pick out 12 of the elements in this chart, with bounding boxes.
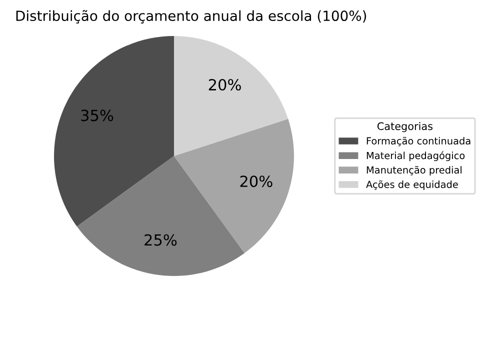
pie-slice: [174, 36, 288, 156]
legend-label: Manutenção predial: [366, 166, 462, 176]
data-label: 20%: [240, 176, 272, 188]
data-label: 35%: [81, 110, 114, 122]
data-label: 25%: [144, 234, 177, 246]
data-label: 20%: [208, 78, 241, 91]
legend-label: Formação continuada: [366, 136, 470, 146]
legend-label: Ações de equidade: [366, 180, 458, 190]
legend-title: Categorias: [377, 122, 432, 132]
legend-label: Material pedagógico: [366, 151, 465, 162]
chart-title: Distribuição do orçamento anual da escola (100%): [16, 10, 366, 24]
pie-slice: [54, 36, 174, 227]
